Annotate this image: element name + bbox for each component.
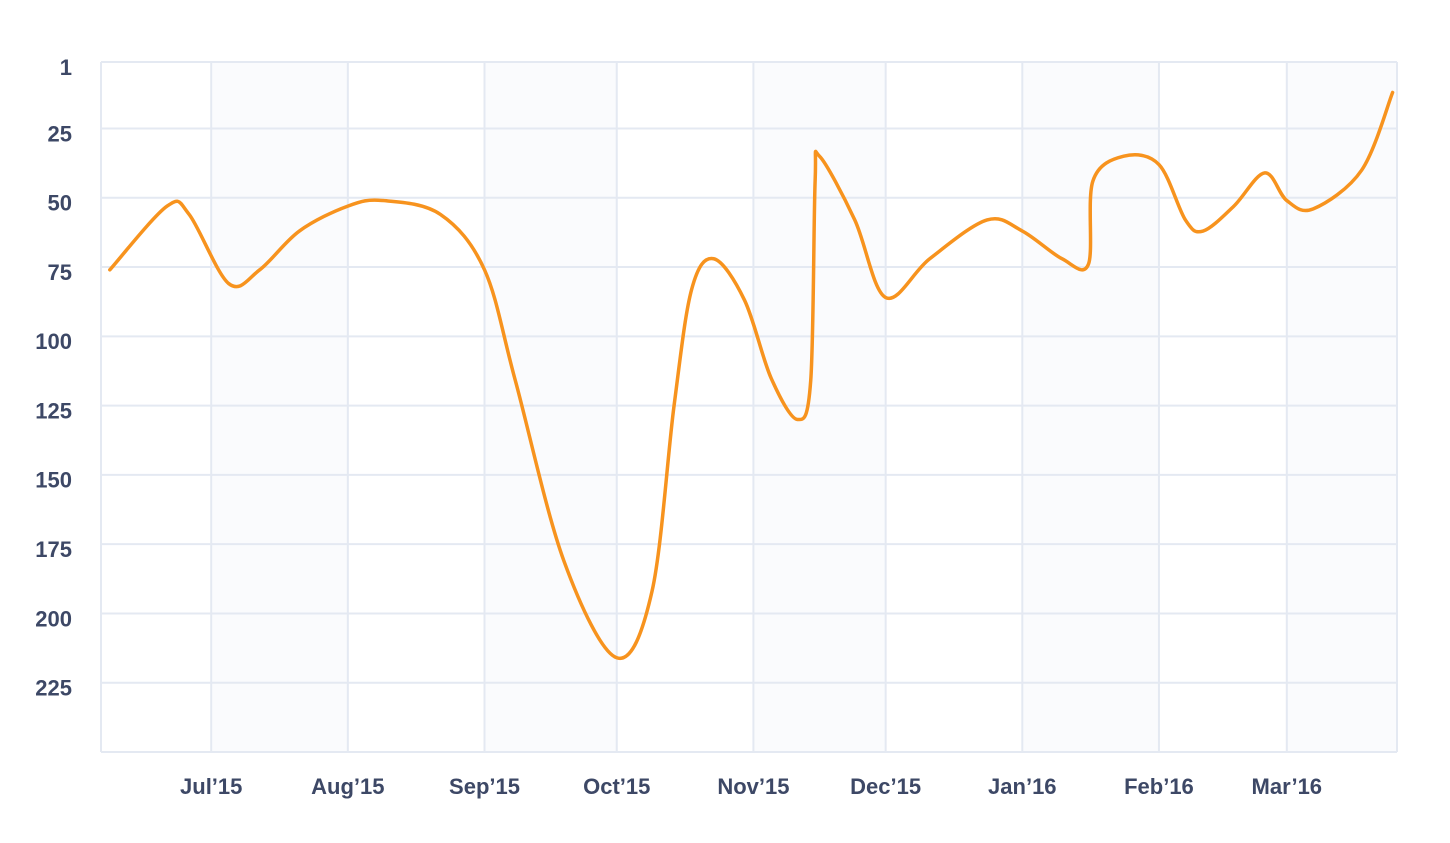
band bbox=[211, 62, 348, 752]
x-tick-label: Oct’15 bbox=[583, 774, 650, 799]
y-tick-label: 125 bbox=[35, 398, 72, 423]
y-tick-label: 1 bbox=[60, 55, 72, 80]
y-tick-label: 25 bbox=[48, 121, 72, 146]
band bbox=[484, 62, 617, 752]
band bbox=[1022, 62, 1159, 752]
x-tick-label: Mar’16 bbox=[1252, 774, 1323, 799]
y-tick-label: 200 bbox=[35, 606, 72, 631]
y-tick-label: 50 bbox=[48, 191, 72, 216]
band bbox=[1286, 62, 1397, 752]
y-tick-label: 175 bbox=[35, 537, 72, 562]
y-tick-label: 75 bbox=[48, 260, 72, 285]
x-tick-label: Dec’15 bbox=[850, 774, 921, 799]
x-tick-label: Sep’15 bbox=[449, 774, 520, 799]
x-tick-label: Nov’15 bbox=[717, 774, 789, 799]
x-tick-label: Feb’16 bbox=[1124, 774, 1194, 799]
y-tick-label: 225 bbox=[35, 676, 72, 701]
line bbox=[108, 90, 1395, 661]
y-tick-label: 150 bbox=[35, 468, 72, 493]
x-tick-label: Aug’15 bbox=[311, 774, 384, 799]
x-tick-label: Jan’16 bbox=[988, 774, 1057, 799]
band bbox=[753, 62, 886, 752]
x-tick-label: Jul’15 bbox=[180, 774, 242, 799]
y-tick-label: 100 bbox=[35, 329, 72, 354]
